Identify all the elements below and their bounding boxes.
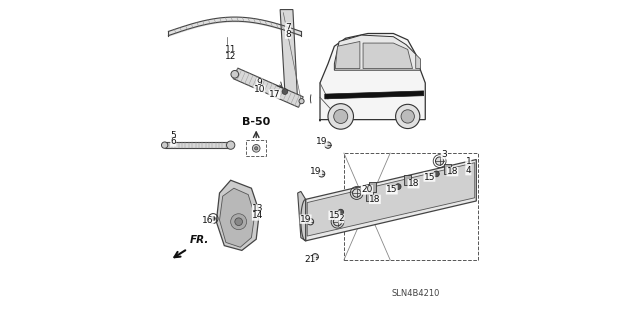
Text: 2: 2 <box>361 185 367 194</box>
Text: 6: 6 <box>170 137 176 146</box>
Circle shape <box>435 157 444 165</box>
Text: 15: 15 <box>386 185 397 194</box>
Text: 8: 8 <box>285 30 291 39</box>
Circle shape <box>324 142 331 148</box>
Text: SLN4B4210: SLN4B4210 <box>392 289 440 298</box>
Text: 18: 18 <box>369 195 381 204</box>
Circle shape <box>396 104 420 129</box>
Text: 10: 10 <box>253 85 265 94</box>
Text: 5: 5 <box>170 131 176 140</box>
Text: 1: 1 <box>465 157 471 166</box>
Polygon shape <box>306 160 476 241</box>
Text: 15: 15 <box>424 173 435 182</box>
Circle shape <box>307 219 314 225</box>
Text: 15: 15 <box>328 211 340 220</box>
Circle shape <box>333 109 348 123</box>
Text: 18: 18 <box>408 179 419 188</box>
Circle shape <box>299 99 304 104</box>
Polygon shape <box>280 10 298 102</box>
Text: 19: 19 <box>300 215 312 224</box>
Polygon shape <box>216 180 259 250</box>
Polygon shape <box>298 191 306 241</box>
Text: 14: 14 <box>252 211 264 220</box>
Text: 9: 9 <box>257 78 262 87</box>
Circle shape <box>230 214 246 230</box>
Text: FR.: FR. <box>190 235 209 245</box>
Polygon shape <box>233 68 303 107</box>
Circle shape <box>333 218 342 226</box>
Text: 3: 3 <box>441 150 447 159</box>
Circle shape <box>433 171 439 177</box>
Bar <box>369 182 376 191</box>
Polygon shape <box>220 188 255 247</box>
Circle shape <box>396 184 401 189</box>
Circle shape <box>211 216 215 221</box>
Circle shape <box>401 110 414 123</box>
Text: 2: 2 <box>339 214 344 223</box>
Text: 20: 20 <box>362 185 373 194</box>
Bar <box>366 191 373 201</box>
Text: 19: 19 <box>310 167 322 176</box>
Circle shape <box>319 171 324 177</box>
Circle shape <box>255 147 258 150</box>
Polygon shape <box>165 142 229 148</box>
Circle shape <box>353 189 361 197</box>
Text: B-50: B-50 <box>242 117 270 127</box>
Bar <box>404 175 412 185</box>
Text: 12: 12 <box>225 52 236 61</box>
Bar <box>444 164 451 174</box>
Text: 4: 4 <box>465 166 471 175</box>
Bar <box>246 140 266 156</box>
Text: 18: 18 <box>447 167 458 176</box>
Circle shape <box>235 218 243 226</box>
Circle shape <box>231 70 239 78</box>
Circle shape <box>227 141 235 149</box>
Circle shape <box>161 142 168 148</box>
Circle shape <box>252 145 260 152</box>
Polygon shape <box>335 41 360 69</box>
Polygon shape <box>334 35 420 70</box>
Text: 11: 11 <box>225 45 236 54</box>
Polygon shape <box>416 54 420 69</box>
Polygon shape <box>363 43 413 69</box>
Circle shape <box>338 209 344 215</box>
Text: 7: 7 <box>285 23 291 32</box>
Polygon shape <box>320 33 425 121</box>
Text: 17: 17 <box>269 90 280 99</box>
Circle shape <box>282 89 288 94</box>
Polygon shape <box>324 91 424 99</box>
Text: 13: 13 <box>252 204 264 213</box>
Text: 21: 21 <box>305 256 316 264</box>
Circle shape <box>328 104 353 129</box>
Text: 19: 19 <box>316 137 327 146</box>
Text: 16: 16 <box>202 216 214 225</box>
Circle shape <box>312 254 319 260</box>
Polygon shape <box>307 163 475 236</box>
Bar <box>344 153 478 260</box>
